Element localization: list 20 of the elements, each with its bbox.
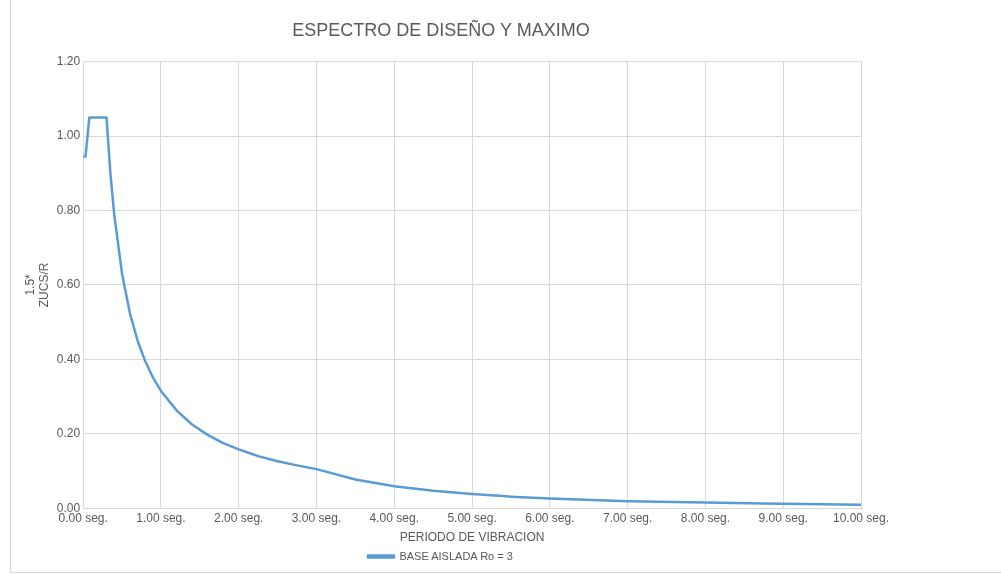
y-tick-label: 0.60 bbox=[56, 277, 81, 292]
y-tick-label: 1.00 bbox=[56, 128, 81, 143]
x-axis-title: PERIODO DE VIBRACION bbox=[399, 530, 545, 545]
legend-label: BASE AISLADA Ro = 3 bbox=[399, 549, 513, 562]
x-tick-label: 6.00 seg. bbox=[525, 510, 575, 525]
x-tick-label: 1.00 seg. bbox=[136, 510, 186, 525]
x-tick-label: 2.00 seg. bbox=[214, 510, 264, 525]
y-axis-title: 1.5* ZUCS/R bbox=[22, 262, 51, 308]
x-tick-label: 9.00 seg. bbox=[758, 510, 808, 525]
x-tick-label: 5.00 seg. bbox=[447, 510, 497, 525]
x-tick-label: 4.00 seg. bbox=[369, 510, 419, 525]
x-tick-label: 3.00 seg. bbox=[291, 510, 342, 525]
y-tick-label: 1.20 bbox=[56, 53, 81, 68]
x-tick-label: 10.00 seg. bbox=[832, 510, 890, 525]
x-tick-label: 7.00 seg. bbox=[602, 510, 653, 525]
chart-title: ESPECTRO DE DISEÑO Y MAXIMO bbox=[292, 18, 590, 40]
y-tick-label: 0.40 bbox=[56, 351, 81, 366]
y-tick-label: 0.80 bbox=[56, 202, 81, 217]
x-tick-label: 8.00 seg. bbox=[680, 510, 731, 525]
y-tick-label: 0.20 bbox=[56, 426, 81, 441]
